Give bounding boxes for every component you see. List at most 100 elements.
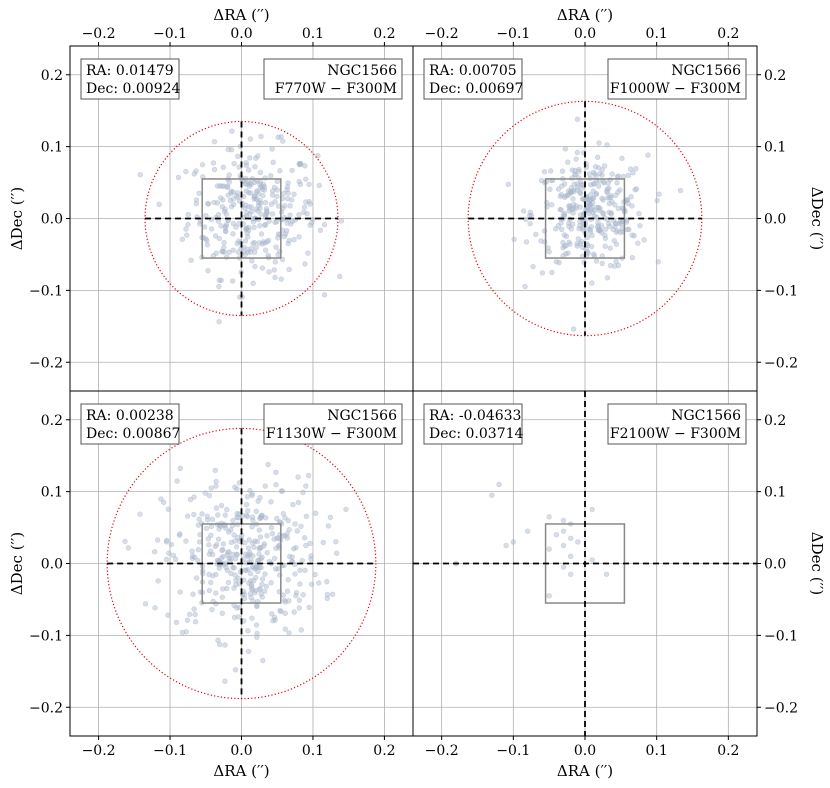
scatter-point [599,195,605,202]
scatter-point [225,579,232,586]
scatter-point [297,581,303,587]
scatter-point [576,166,582,173]
scatter-point [299,557,305,564]
scatter-point [262,221,269,228]
scatter-point [257,169,264,176]
scatter-point [613,192,619,199]
scatter-point [255,568,261,575]
scatter-point [615,228,621,234]
scatter-point [559,168,566,174]
scatter-point [320,539,326,546]
scatter-point [208,226,215,232]
filter-box [607,58,747,100]
scatter-point [563,193,569,199]
scatter-point [558,220,564,226]
scatter-point [211,139,218,145]
scatter-point [196,516,202,522]
scatter-point [250,563,256,570]
scatter-point [258,514,264,521]
scatter-point [284,228,290,234]
scatter-point [254,188,260,194]
scatter-point [232,538,238,544]
scatter-point [186,611,193,618]
scatter-point [222,512,228,518]
scatter-point [232,572,238,578]
scatter-point [258,564,264,571]
scatter-point [151,549,158,555]
scatter-point [520,208,527,214]
scatter-point [179,236,186,243]
scatter-point [282,515,288,521]
scatter-point [571,188,577,195]
scatter-point [635,240,641,246]
scatter-point [281,203,288,209]
scatter-point [230,564,236,571]
scatter-point [248,249,254,255]
scatter-point [215,536,222,542]
scatter-point [271,267,277,273]
scatter-point [223,254,230,260]
scatter-point [248,581,254,588]
scatter-point [284,186,290,193]
scatter-point [269,530,276,537]
scatter-point [636,210,642,217]
scatter-point [234,534,241,541]
scatter-point [546,593,552,599]
dec-value: Dec: 0.00924 [86,81,181,97]
scatter-point [231,585,237,591]
scatter-point [243,202,249,209]
x-axis-label: ΔRA (′′) [213,762,269,780]
scatter-point [308,581,315,587]
scatter-point [163,556,170,563]
y-axis-label: ΔDec (′′) [808,532,826,595]
scatter-point [505,181,512,188]
scatter-point [297,181,304,188]
scatter-point [308,556,314,562]
scatter-point [570,210,576,216]
x-tick-label: −0.2 [82,743,116,759]
aperture-box [544,178,626,259]
x-tick-label: 0.1 [302,743,324,759]
scatter-point [191,606,197,612]
scatter-point [177,531,183,537]
scatter-point [301,535,308,541]
scatter-point [166,550,172,556]
scatter-point [242,181,249,187]
scatter-point [191,171,198,177]
scatter-point [259,241,265,247]
scatter-point [273,469,279,476]
scatter-point [629,254,636,261]
scatter-point [604,275,611,281]
scatter-point [302,567,308,574]
scatter-point [234,551,240,558]
scatter-point [510,539,517,545]
scatter-point [321,222,328,228]
scatter-point [216,277,222,284]
scatter-point [293,589,300,596]
scatter-point [286,266,292,273]
scatter-point [251,249,258,255]
scatter-point [203,213,209,219]
scatter-point [242,251,248,258]
scatter-point [523,239,530,245]
scatter-point [578,238,585,245]
scatter-point [256,551,262,557]
galaxy-name: NGC1566 [671,408,741,424]
scatter-point [562,146,568,152]
scatter-point [270,617,276,624]
scatter-point [574,149,581,156]
scatter-point [324,595,330,601]
scatter-point [270,159,276,166]
scatter-point [255,498,261,504]
scatter-point [628,194,634,200]
scatter-point [609,171,615,177]
scatter-point [185,211,191,218]
scatter-point [560,564,567,570]
scatter-point [572,172,578,178]
scatter-point [246,537,252,543]
scatter-point [285,577,291,583]
y-axis-label: ΔDec (′′) [8,532,26,595]
scatter-point [253,574,259,581]
scatter-point [577,189,583,195]
scatter-point [243,501,250,508]
